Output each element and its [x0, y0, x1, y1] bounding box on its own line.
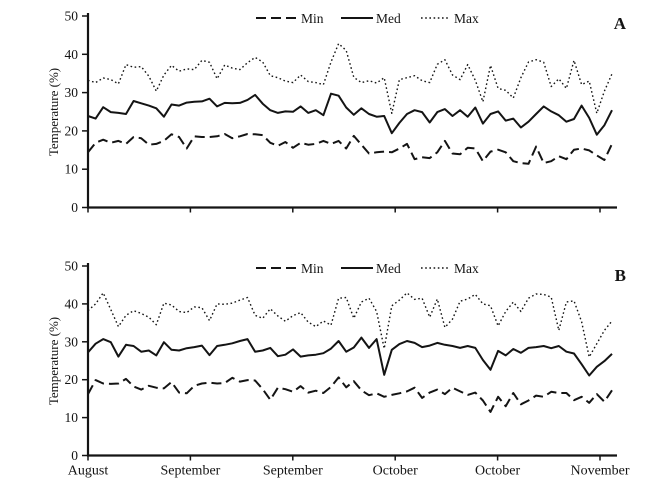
y-tick-label: 30: [65, 334, 79, 349]
y-tick-label: 40: [65, 296, 79, 311]
y-tick-label: 10: [65, 410, 79, 425]
panel-a-y-axis-title: Temperature (%): [46, 68, 61, 156]
x-tick-label: November: [570, 464, 629, 479]
x-tick-label: September: [263, 464, 323, 479]
series-med-line: [87, 92, 613, 136]
legend-min-label: Min: [301, 11, 324, 26]
series-min-line: [87, 133, 613, 165]
panel-a: 0 10 20 30 40 50 Temperature (%) A Min Med Ma…: [46, 9, 627, 216]
x-tick-label: October: [475, 464, 520, 479]
legend-max-label: Max: [454, 11, 479, 26]
x-tick-label: September: [160, 464, 220, 479]
panel-b-letter: B: [615, 266, 626, 285]
legend-med-label: Med: [376, 11, 401, 26]
panel-b-legend: Min Med Max: [256, 261, 479, 276]
series-max-line: [87, 292, 613, 358]
panel-b-y-axis-title: Temperature (%): [46, 317, 61, 405]
y-tick-label: 30: [65, 85, 79, 100]
y-tick-label: 20: [65, 123, 79, 138]
y-tick-label: 0: [71, 448, 78, 463]
x-tick-label: August: [68, 464, 109, 479]
panel-b-plot-area: 0 10 20 30 40 50 August September September Octob…: [65, 259, 630, 479]
legend-med-label: Med: [376, 261, 401, 276]
y-tick-label: 20: [65, 372, 79, 387]
panel-b: 0 10 20 30 40 50 August September September Octob…: [46, 259, 630, 479]
legend-min-label: Min: [301, 261, 324, 276]
series-min-line: [87, 376, 613, 413]
y-tick-label: 0: [71, 200, 78, 215]
panel-a-plot-area: 0 10 20 30 40 50: [65, 9, 617, 215]
legend-max-label: Max: [454, 261, 479, 276]
series-med-line: [87, 336, 613, 377]
x-tick-label: October: [373, 464, 418, 479]
y-tick-label: 10: [65, 162, 79, 177]
y-tick-label: 50: [65, 259, 79, 274]
panel-a-letter: A: [614, 14, 627, 33]
y-tick-label: 40: [65, 47, 79, 62]
y-tick-label: 50: [65, 9, 79, 24]
series-max-line: [87, 42, 613, 115]
panel-a-legend: Min Med Max: [256, 11, 479, 26]
